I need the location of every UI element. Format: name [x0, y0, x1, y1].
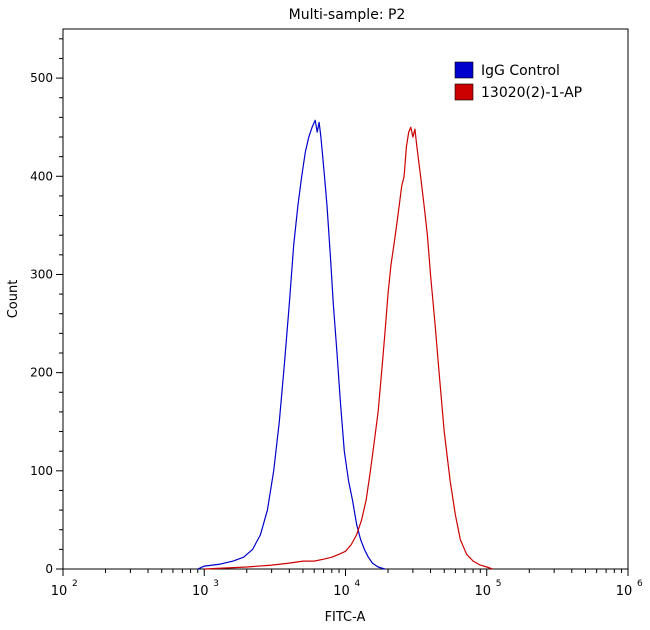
x-tick-label: 10: [192, 584, 209, 599]
y-tick-label: 0: [45, 562, 53, 576]
legend: IgG Control 13020(2)-1-AP: [454, 61, 582, 101]
x-tick-label: 10: [51, 584, 68, 599]
series-lines: [197, 119, 493, 570]
legend-swatch: [454, 83, 474, 101]
legend-swatch: [454, 61, 474, 79]
x-tick-label: 10: [474, 584, 491, 599]
x-tick-label: 10: [333, 584, 350, 599]
x-axis-label: FITC-A: [325, 610, 366, 625]
series-line-2: [204, 126, 493, 570]
y-tick-label: 400: [30, 169, 53, 183]
plot-area: [62, 28, 629, 570]
y-axis-label: Count: [6, 280, 21, 319]
x-tick-exponent: 6: [637, 579, 643, 589]
y-tick-label: 100: [30, 464, 53, 478]
x-axis-ticks: 10 2 10 3 10 4 10 5 10 6: [51, 569, 643, 599]
chart-title: Multi-sample: P2: [289, 7, 406, 23]
x-tick-exponent: 3: [213, 579, 219, 589]
x-tick-exponent: 5: [496, 579, 502, 589]
legend-label: 13020(2)-1-AP: [481, 85, 582, 101]
y-tick-label: 200: [30, 366, 53, 380]
y-axis-ticks: 0 100 200 300 400 500: [30, 38, 63, 576]
series-line-1: [197, 119, 386, 570]
legend-label: IgG Control: [481, 63, 560, 79]
y-tick-label: 300: [30, 267, 53, 281]
x-tick-exponent: 4: [355, 579, 361, 589]
x-tick-exponent: 2: [72, 579, 78, 589]
y-tick-label: 500: [30, 71, 53, 85]
x-tick-label: 10: [616, 584, 633, 599]
